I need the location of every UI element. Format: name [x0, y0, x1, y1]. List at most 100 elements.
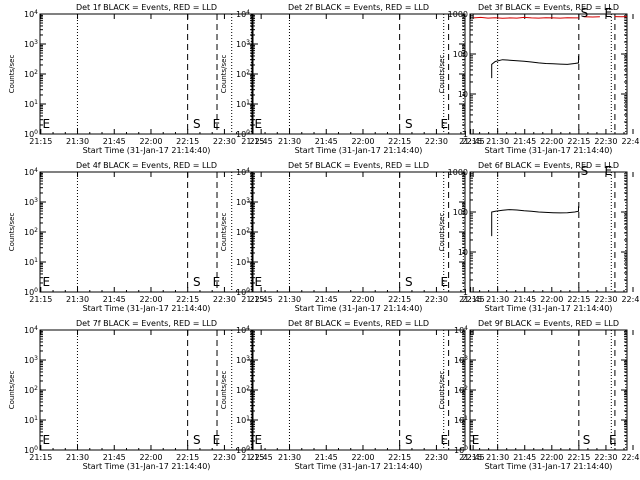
y-tick-label: 104: [24, 325, 38, 335]
plot-frame: [469, 329, 628, 451]
x-tick-label: 21:15: [241, 295, 264, 304]
plot-frame: [251, 329, 466, 451]
y-tick-label: 100: [453, 208, 468, 217]
y-tick-label: 103: [454, 355, 468, 365]
x-tick-label: 21:45: [103, 137, 126, 146]
x-tick-label: 21:15: [459, 295, 482, 304]
y-tick-label: 103: [236, 39, 250, 49]
y-tick-label: 101: [24, 257, 38, 267]
x-tick-label: 22:30: [594, 295, 617, 304]
x-axis-label: Start Time (31-Jan-17 21:14:40): [83, 146, 211, 155]
y-tick-label: 10: [458, 90, 468, 99]
y-axis-label: Counts/sec: [8, 371, 16, 410]
y-tick-label: 102: [24, 69, 38, 79]
y-axis-label: Counts/sec: [220, 213, 228, 252]
x-tick-label: 21:45: [513, 295, 536, 304]
x-axis-label: Start Time (31-Jan-17 21:14:40): [83, 304, 211, 313]
y-axis-label: Counts/sec: [438, 55, 446, 94]
x-tick-label: 22:15: [176, 295, 199, 304]
y-tick-label: 103: [24, 197, 38, 207]
panel-det-2: Det 2f BLACK = Events, RED = LLD10010110…: [220, 3, 485, 155]
x-tick-label: 21:30: [278, 295, 301, 304]
x-tick-label: 22:15: [388, 295, 411, 304]
y-axis-label: Counts/sec: [220, 371, 228, 410]
x-tick-label: 21:45: [315, 295, 338, 304]
y-tick-label: 102: [454, 385, 468, 395]
x-tick-label: 21:15: [459, 453, 482, 462]
x-tick-label: 22:30: [213, 453, 236, 462]
y-tick-label: 101: [236, 257, 250, 267]
x-tick-label: 21:15: [241, 453, 264, 462]
x-tick-label: 21:30: [66, 453, 89, 462]
y-tick-label: 101: [236, 99, 250, 109]
x-tick-label: 21:45: [315, 137, 338, 146]
y-tick-label: 103: [236, 197, 250, 207]
y-tick-label: 1000: [448, 168, 468, 177]
x-tick-label: 22:30: [425, 295, 448, 304]
x-tick-label: 22:15: [567, 295, 590, 304]
x-tick-label: 21:45: [103, 295, 126, 304]
y-tick-label: 102: [236, 69, 250, 79]
y-tick-label: 104: [24, 167, 38, 177]
y-tick-label: 104: [454, 325, 468, 335]
y-tick-label: 104: [236, 325, 250, 335]
end-marker-label: E: [604, 6, 612, 20]
y-tick-label: 100: [454, 445, 468, 455]
end-marker-label: E: [213, 275, 221, 289]
x-tick-label: 21:45: [103, 453, 126, 462]
y-tick-label: 100: [453, 50, 468, 59]
start-marker-label: S: [193, 433, 201, 447]
x-tick-label: 22:30: [425, 453, 448, 462]
end-marker-label: E: [441, 433, 449, 447]
plot-frame: [251, 171, 466, 293]
y-tick-label: 100: [24, 445, 38, 455]
x-tick-label: 22:15: [388, 453, 411, 462]
x-tick-label: 22:15: [176, 137, 199, 146]
end-marker-label: E: [213, 117, 221, 131]
x-tick-label: 22:00: [540, 295, 563, 304]
x-tick-label: 22:00: [351, 295, 374, 304]
y-axis-label: Counts/sec: [220, 55, 228, 94]
y-tick-label: 1: [463, 288, 468, 297]
x-tick-label: 21:15: [459, 137, 482, 146]
end-marker-label: E: [42, 433, 50, 447]
x-tick-label: 22:15: [567, 137, 590, 146]
y-tick-label: 101: [24, 415, 38, 425]
end-marker-label: E: [254, 275, 262, 289]
x-tick-label: 22:45: [621, 295, 640, 304]
panel-title: Det 9f BLACK = Events, RED = LLD: [478, 319, 619, 328]
y-tick-label: 103: [236, 355, 250, 365]
x-tick-label: 22:30: [425, 137, 448, 146]
end-marker-label: E: [254, 433, 262, 447]
x-axis-label: Start Time (31-Jan-17 21:14:40): [83, 462, 211, 471]
x-tick-label: 21:30: [486, 137, 509, 146]
panel-title: Det 6f BLACK = Events, RED = LLD: [478, 161, 619, 170]
start-marker-label: S: [405, 117, 413, 131]
end-marker-label: E: [254, 117, 262, 131]
x-tick-label: 22:45: [250, 453, 273, 462]
series-line-1: [491, 206, 579, 237]
end-marker-label: E: [609, 433, 617, 447]
start-marker-label: S: [193, 275, 201, 289]
y-tick-label: 101: [24, 99, 38, 109]
y-tick-label: 101: [454, 415, 468, 425]
plot-frame: [469, 13, 628, 135]
start-marker-label: S: [581, 6, 589, 20]
end-marker-label: E: [42, 275, 50, 289]
y-axis-label: Counts/sec: [438, 213, 446, 252]
y-tick-label: 104: [24, 9, 38, 19]
y-tick-label: 102: [24, 227, 38, 237]
x-axis-label: Start Time (31-Jan-17 21:14:40): [295, 462, 423, 471]
x-tick-label: 22:45: [462, 295, 485, 304]
x-tick-label: 22:00: [139, 295, 162, 304]
y-tick-label: 1: [463, 130, 468, 139]
y-tick-label: 100: [24, 287, 38, 297]
panel-title: Det 1f BLACK = Events, RED = LLD: [76, 3, 217, 12]
y-tick-label: 100: [236, 129, 250, 139]
y-axis-label: Counts/sec: [438, 371, 446, 410]
x-tick-label: 22:00: [540, 137, 563, 146]
x-tick-label: 21:45: [513, 453, 536, 462]
x-axis-label: Start Time (31-Jan-17 21:14:40): [485, 146, 613, 155]
start-marker-label: S: [581, 164, 589, 178]
y-tick-label: 102: [236, 385, 250, 395]
